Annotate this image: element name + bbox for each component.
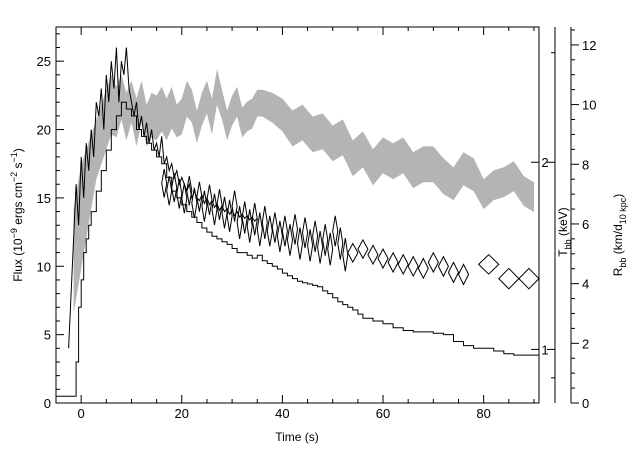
right-axis-T-title: Tbb (keV) bbox=[556, 207, 573, 256]
temperature-point bbox=[377, 248, 389, 270]
temperature-point bbox=[211, 193, 218, 225]
temperature-point bbox=[251, 202, 258, 236]
temperature-point bbox=[161, 169, 168, 198]
y-left-tick-label: 25 bbox=[37, 54, 51, 69]
temperature-point bbox=[206, 184, 213, 215]
temperature-point bbox=[357, 238, 369, 260]
temperature-point bbox=[367, 244, 379, 266]
temperature-point bbox=[397, 253, 409, 276]
temperature-point bbox=[181, 183, 188, 214]
temperature-point bbox=[166, 176, 173, 206]
temperature-point bbox=[477, 254, 500, 275]
x-tick-label: 0 bbox=[78, 406, 85, 421]
temperature-point bbox=[226, 199, 233, 232]
temperature-point bbox=[256, 212, 263, 247]
temperature-point bbox=[307, 229, 314, 262]
x-axis-title: Time (s) bbox=[275, 430, 319, 444]
temperature-point bbox=[286, 224, 294, 256]
temperature-point bbox=[312, 220, 319, 252]
temperature-point bbox=[216, 189, 223, 220]
temperature-point bbox=[301, 217, 309, 249]
y-T-tick-label: 1 bbox=[541, 342, 548, 357]
temperature-point bbox=[347, 242, 359, 264]
x-tick-label: 20 bbox=[175, 406, 189, 421]
y-R-tick-label: 12 bbox=[582, 38, 596, 53]
temperature-point bbox=[327, 232, 334, 266]
temperature-point bbox=[407, 255, 419, 278]
temperature-point bbox=[191, 187, 198, 219]
radius-band-layer bbox=[73, 68, 534, 314]
temperature-point bbox=[518, 267, 540, 290]
y-left-tick-label: 10 bbox=[37, 259, 51, 274]
y-R-tick-label: 2 bbox=[582, 336, 589, 351]
temperature-point bbox=[261, 206, 268, 239]
left-axis-title: Flux (10−9 ergs cm−2 s−1) bbox=[9, 148, 25, 282]
temperature-point bbox=[246, 209, 253, 243]
x-tick-label: 80 bbox=[476, 406, 490, 421]
y-left-tick-label: 15 bbox=[37, 191, 51, 206]
flux-step-line bbox=[56, 101, 539, 397]
temperature-point bbox=[241, 201, 248, 234]
y-R-tick-label: 4 bbox=[582, 277, 589, 292]
right-axis-R-title: Rbb (km/d10 kpc) bbox=[611, 194, 628, 277]
temperature-point bbox=[337, 227, 344, 260]
x-tick-label: 60 bbox=[376, 406, 390, 421]
temperature-point bbox=[176, 178, 183, 209]
flux-fine-line bbox=[68, 47, 258, 349]
temperature-point bbox=[437, 255, 449, 278]
temperature-point bbox=[276, 220, 283, 252]
temperature-point bbox=[266, 215, 273, 247]
temperature-point bbox=[196, 181, 203, 212]
temperature-point bbox=[342, 238, 349, 272]
temperature-point bbox=[221, 196, 228, 229]
temperature-point bbox=[281, 215, 288, 247]
y-left-tick-label: 20 bbox=[37, 123, 51, 138]
y-R-tick-label: 10 bbox=[582, 98, 596, 113]
temperature-point bbox=[236, 206, 243, 239]
temperature-point bbox=[171, 173, 178, 203]
temperature-point bbox=[332, 215, 339, 247]
plot-frame bbox=[55, 26, 540, 404]
temperature-point bbox=[387, 251, 399, 274]
temperature-point bbox=[296, 227, 304, 260]
flux-fine-layer bbox=[68, 47, 258, 349]
y-R-tick-label: 8 bbox=[582, 157, 589, 172]
y-R-tick-label: 0 bbox=[582, 396, 589, 411]
temperature-point bbox=[457, 263, 470, 286]
x-tick-label: 40 bbox=[275, 406, 289, 421]
temperature-point bbox=[186, 176, 193, 206]
temperature-point bbox=[231, 190, 238, 222]
temperature-point bbox=[317, 231, 324, 264]
temperature-point bbox=[291, 214, 299, 245]
temperature-point bbox=[447, 261, 460, 284]
temperature-point bbox=[427, 251, 439, 274]
y-left-tick-label: 5 bbox=[44, 328, 51, 343]
temperature-points-layer bbox=[161, 169, 540, 290]
y-left-tick-label: 0 bbox=[44, 396, 51, 411]
temperature-point bbox=[417, 257, 429, 280]
flux-step-layer bbox=[56, 101, 539, 397]
temperature-point bbox=[271, 212, 278, 243]
y-T-tick-label: 2 bbox=[541, 155, 548, 170]
temperature-point bbox=[322, 224, 329, 256]
temperature-point bbox=[201, 190, 208, 222]
radius-band-area bbox=[73, 68, 534, 314]
y-R-tick-label: 6 bbox=[582, 217, 589, 232]
temperature-point bbox=[498, 267, 520, 290]
